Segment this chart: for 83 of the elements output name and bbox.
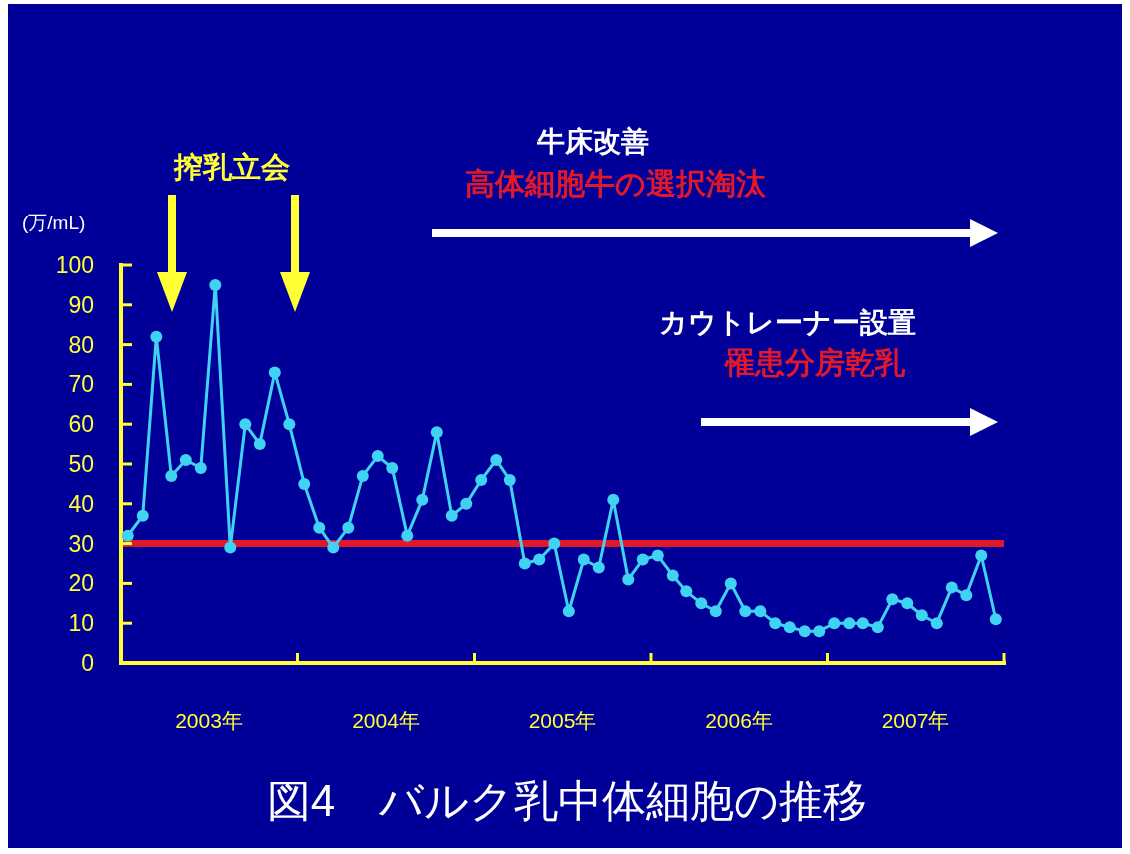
point xyxy=(651,549,664,562)
point xyxy=(915,609,928,622)
text: 搾乳立会 xyxy=(173,151,290,183)
x-tick-label: 2007年 xyxy=(881,708,950,732)
point xyxy=(503,473,516,486)
point xyxy=(754,605,767,618)
point xyxy=(165,469,178,482)
point xyxy=(430,426,443,439)
point xyxy=(901,597,914,610)
point xyxy=(518,557,531,570)
point xyxy=(695,597,708,610)
point xyxy=(783,621,796,634)
y-tick-label: 70 xyxy=(68,371,94,398)
point xyxy=(460,497,473,510)
y-tick-label: 60 xyxy=(68,411,94,438)
point xyxy=(769,617,782,630)
point xyxy=(386,461,399,474)
point xyxy=(562,605,575,618)
annotation: カウトレーナー設置 xyxy=(658,306,916,338)
x-tick-label: 2004年 xyxy=(352,708,420,732)
point xyxy=(475,473,488,486)
point xyxy=(371,450,384,463)
y-tick-label: 80 xyxy=(68,331,94,358)
point xyxy=(179,454,192,467)
y-tick-label: 50 xyxy=(68,451,94,477)
point xyxy=(416,493,429,506)
point xyxy=(843,617,856,630)
point xyxy=(945,581,958,594)
point xyxy=(636,553,649,566)
point xyxy=(989,613,1002,626)
point xyxy=(136,509,149,522)
point xyxy=(445,509,458,522)
point xyxy=(960,589,973,602)
point xyxy=(975,549,988,562)
point xyxy=(224,541,237,554)
point xyxy=(828,617,841,630)
annotation: 罹患分房乾乳 xyxy=(723,345,906,379)
point xyxy=(577,553,590,566)
y-tick-label: 100 xyxy=(55,252,94,278)
x-tick-label: 2003年 xyxy=(175,708,243,732)
point xyxy=(253,438,266,451)
point xyxy=(813,625,826,638)
point xyxy=(886,593,899,606)
point xyxy=(622,573,635,586)
point xyxy=(194,461,207,474)
point xyxy=(666,569,679,582)
y-tick-label: 0 xyxy=(81,650,94,676)
point xyxy=(313,521,326,534)
point xyxy=(680,585,693,598)
point xyxy=(209,278,222,291)
point xyxy=(739,605,752,618)
x-tick-label: 2006年 xyxy=(705,708,773,732)
point xyxy=(930,617,943,630)
point xyxy=(856,617,869,630)
x-tick-label: 2005年 xyxy=(528,708,597,732)
point xyxy=(533,553,546,566)
point xyxy=(724,577,737,590)
text: 図4 バルク乳中体細胞の推移 xyxy=(266,775,868,825)
y-tick-label: 20 xyxy=(68,570,94,597)
point xyxy=(283,418,296,431)
y-tick-label: 90 xyxy=(68,291,94,318)
point xyxy=(268,366,281,379)
y-tick-label: 30 xyxy=(68,530,94,557)
point xyxy=(327,541,340,554)
point xyxy=(798,625,811,638)
point xyxy=(342,521,355,534)
point xyxy=(709,605,722,618)
point xyxy=(298,477,311,490)
point xyxy=(356,469,369,482)
point xyxy=(401,529,414,542)
y-tick-label: 10 xyxy=(68,610,94,637)
point xyxy=(121,529,134,542)
point xyxy=(548,537,561,550)
point xyxy=(239,418,252,431)
point xyxy=(871,621,884,634)
y-tick-label: 40 xyxy=(68,490,94,517)
point xyxy=(607,493,620,506)
point xyxy=(150,330,163,343)
y-axis-title: (万/mL) xyxy=(22,211,86,233)
text: 高体細胞牛の選択淘汰 xyxy=(464,166,767,200)
point xyxy=(592,561,605,574)
point xyxy=(490,454,503,467)
text: 牛床改善 xyxy=(536,125,649,157)
